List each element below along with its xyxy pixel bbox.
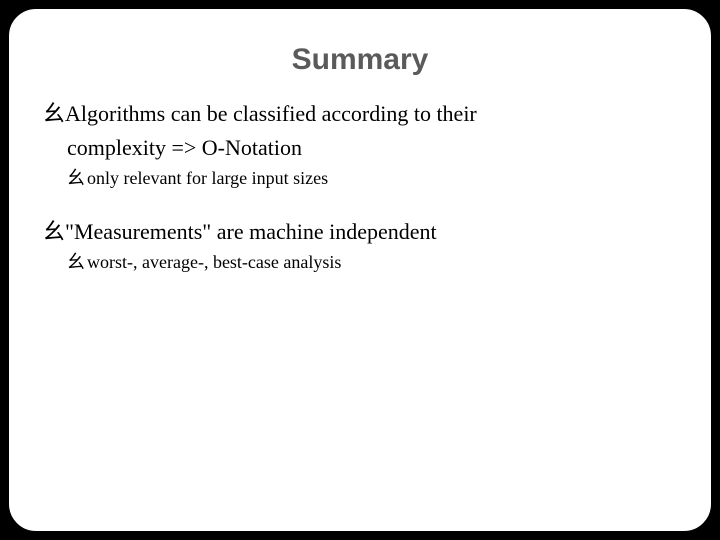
bullet-text: only relevant for large input sizes [87,168,328,188]
bullet-icon: ⺓ [67,250,87,274]
slide-frame: Summary ⺓Algorithms can be classified ac… [8,8,712,532]
bullet-lvl1: ⺓"Measurements" are machine independent [43,217,677,247]
bullet-icon: ⺓ [43,217,65,247]
bullet-text: Algorithms can be classified according t… [65,101,477,126]
bullet-lvl1-cont: complexity => O-Notation [43,133,677,163]
list-item: ⺓"Measurements" are machine independent … [43,217,677,275]
bullet-text: "Measurements" are machine independent [65,219,437,244]
bullet-text: worst-, average-, best-case analysis [87,252,341,272]
bullet-icon: ⺓ [67,166,87,190]
bullet-icon: ⺓ [43,99,65,129]
bullet-list: ⺓Algorithms can be classified according … [43,99,677,275]
bullet-lvl2: ⺓only relevant for large input sizes [43,166,677,190]
slide-title: Summary [43,43,677,77]
bullet-lvl1: ⺓Algorithms can be classified according … [43,99,677,129]
list-item: ⺓Algorithms can be classified according … [43,99,677,191]
bullet-text: complexity => O-Notation [67,135,302,160]
bullet-lvl2: ⺓worst-, average-, best-case analysis [43,250,677,274]
